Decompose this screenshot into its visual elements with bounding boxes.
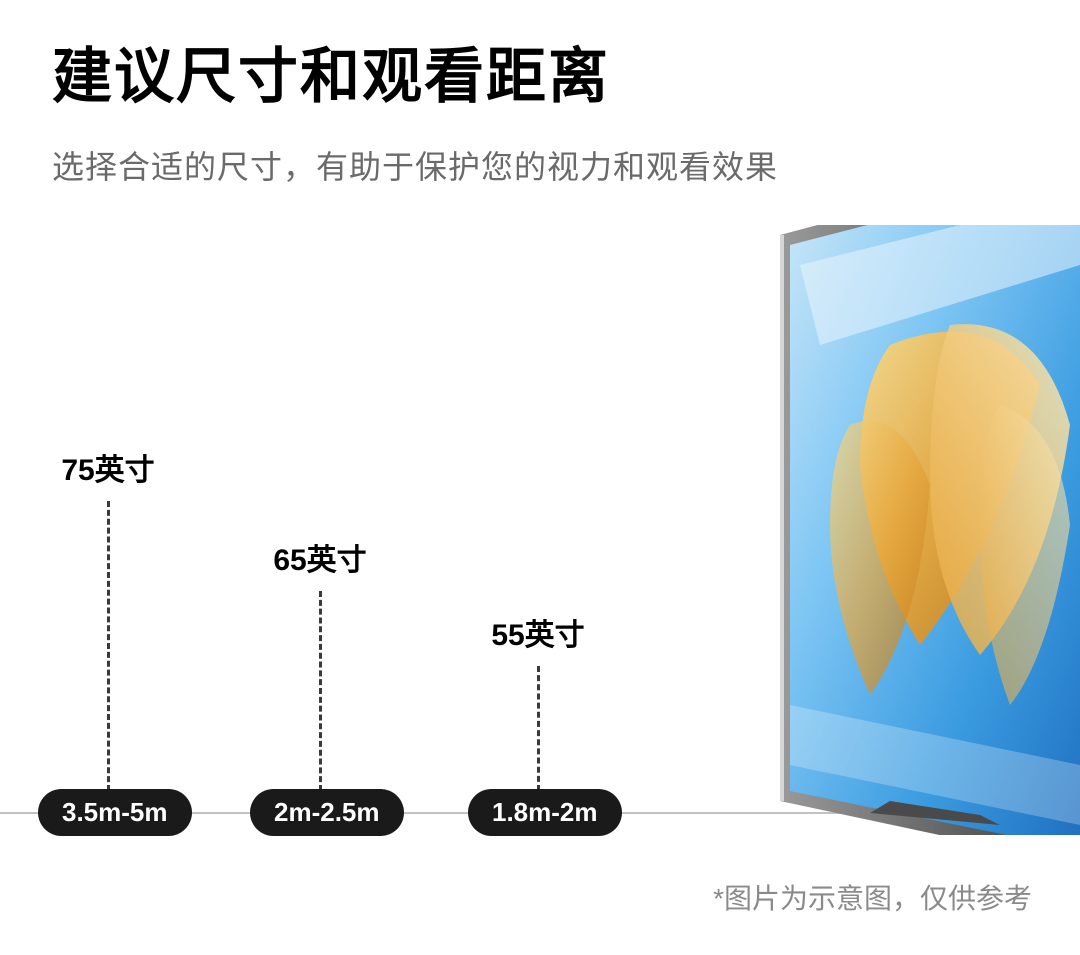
size-block: 75英寸3.5m-5m <box>38 445 178 836</box>
distance-dash-line <box>107 501 110 791</box>
distance-pill: 1.8m-2m <box>468 789 622 836</box>
distance-pill: 3.5m-5m <box>38 789 192 836</box>
distance-dash-line <box>537 666 540 791</box>
subtitle: 选择合适的尺寸，有助于保护您的视力和观看效果 <box>52 142 778 188</box>
size-label: 65英寸 <box>250 535 390 579</box>
main-title: 建议尺寸和观看距离 <box>52 28 610 115</box>
size-label: 75英寸 <box>38 445 178 489</box>
size-block: 65英寸2m-2.5m <box>250 535 390 836</box>
distance-dash-line <box>319 591 322 791</box>
distance-pill: 2m-2.5m <box>250 789 404 836</box>
tv-illustration <box>740 225 1080 835</box>
size-label: 55英寸 <box>468 610 608 654</box>
disclaimer-text: *图片为示意图，仅供参考 <box>713 877 1032 917</box>
size-block: 55英寸1.8m-2m <box>468 610 608 836</box>
